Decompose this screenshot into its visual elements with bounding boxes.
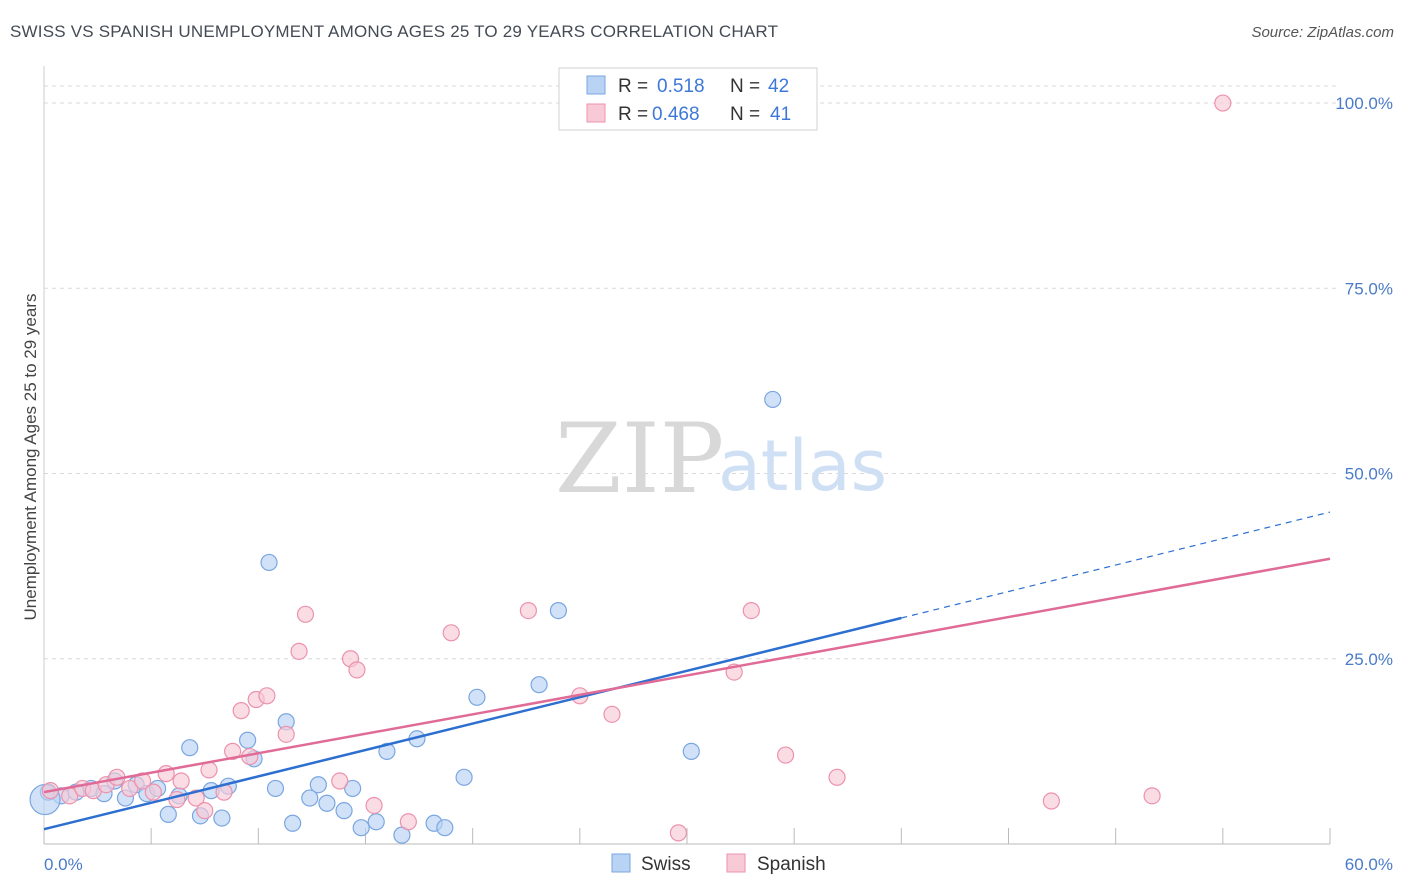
- spanish-point: [144, 783, 162, 801]
- spanish-point: [776, 746, 795, 764]
- spanish-point: [603, 705, 621, 723]
- swiss-point: [309, 776, 327, 794]
- spanish-point: [290, 642, 308, 660]
- legend-swatch-spanish: [586, 103, 606, 123]
- grid-layer: [44, 85, 1338, 660]
- spanish-point: [187, 789, 205, 807]
- legend-r-label-swiss: R =: [618, 76, 648, 97]
- spanish-point: [232, 702, 250, 720]
- swiss-point: [301, 789, 319, 807]
- spanish-trend-line: [43, 557, 1331, 794]
- spanish-point: [365, 796, 383, 815]
- y-tick-label: 25.0%: [1345, 650, 1393, 669]
- spanish-point: [742, 601, 760, 620]
- legend-n-value-spanish: 41: [770, 104, 791, 125]
- legend-n-label-spanish: N =: [730, 104, 760, 125]
- spanish-point: [331, 772, 349, 790]
- swiss-point: [436, 819, 454, 837]
- legend-bottom: Swiss Spanish: [611, 853, 826, 875]
- legend-top: R = 0.518 N = 42 R = 0.468 N = 41: [558, 67, 818, 131]
- swiss-point: [530, 676, 548, 694]
- spanish-point: [399, 813, 417, 831]
- legend-r-label-spanish: R =: [618, 104, 648, 125]
- legend-bottom-swatch-swiss: [611, 853, 631, 873]
- x-tick-label-end: 60.0%: [1345, 855, 1393, 874]
- spanish-point: [1143, 787, 1161, 805]
- swiss-point: [318, 794, 336, 812]
- swiss-point: [455, 768, 473, 786]
- spanish-point: [828, 768, 846, 786]
- legend-bottom-label-swiss: Swiss: [641, 854, 691, 875]
- swiss-point: [682, 742, 700, 760]
- y-tick-label: 100.0%: [1335, 94, 1393, 113]
- spanish-point: [296, 605, 315, 623]
- swiss-point: [549, 601, 568, 620]
- y-axis-title: Unemployment Among Ages 25 to 29 years: [21, 294, 40, 621]
- swiss-point: [344, 779, 362, 798]
- swiss-point: [213, 809, 231, 827]
- source-label: Source: ZipAtlas.com: [1251, 24, 1394, 41]
- swiss-point: [181, 739, 199, 757]
- x-tick-label-start: 0.0%: [44, 855, 83, 874]
- watermark-zip: ZIP: [555, 403, 724, 515]
- y-tick-label: 75.0%: [1345, 279, 1393, 298]
- spanish-point: [258, 687, 276, 705]
- swiss-point: [284, 814, 302, 832]
- swiss-point: [266, 779, 285, 798]
- legend-n-label-swiss: N =: [730, 76, 760, 97]
- legend-swatch-swiss: [586, 75, 606, 95]
- trend-layer: [43, 511, 1331, 831]
- spanish-point: [348, 661, 366, 679]
- swiss-point: [239, 731, 257, 749]
- spanish-point: [519, 601, 537, 620]
- ticks-layer: 25.0% 50.0% 75.0% 100.0% 0.0% 60.0%: [44, 94, 1393, 874]
- swiss-trend-line: [43, 616, 902, 831]
- legend-bottom-label-spanish: Spanish: [757, 854, 826, 875]
- swiss-point: [367, 813, 385, 831]
- swiss-point: [159, 805, 177, 823]
- axes-layer: [43, 66, 1331, 845]
- swiss-point: [352, 819, 370, 837]
- chart-title: SWISS VS SPANISH UNEMPLOYMENT AMONG AGES…: [10, 22, 779, 41]
- legend-n-value-swiss: 42: [768, 76, 789, 97]
- spanish-point: [121, 779, 139, 798]
- spanish-point: [224, 742, 242, 760]
- points-layer: [29, 94, 1232, 844]
- spanish-point: [277, 725, 295, 743]
- swiss-point: [335, 802, 353, 820]
- legend-bottom-swatch-spanish: [726, 853, 746, 873]
- swiss-point: [764, 390, 782, 409]
- swiss-trend-extension: [901, 511, 1331, 619]
- spanish-point: [669, 824, 688, 842]
- spanish-point: [1214, 94, 1232, 112]
- swiss-point: [260, 553, 278, 572]
- spanish-point: [196, 802, 214, 820]
- legend-r-value-swiss: 0.518: [657, 76, 705, 97]
- legend-r-value-spanish: 0.468: [652, 104, 700, 125]
- spanish-point: [1042, 792, 1060, 810]
- y-tick-label: 50.0%: [1345, 465, 1393, 484]
- swiss-point: [468, 688, 486, 706]
- watermark-atlas: atlas: [718, 425, 887, 507]
- swiss-point: [378, 742, 396, 760]
- spanish-point: [442, 624, 460, 642]
- spanish-point: [172, 772, 190, 790]
